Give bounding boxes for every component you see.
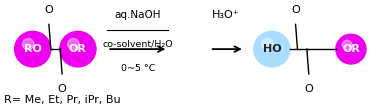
Ellipse shape xyxy=(22,38,34,50)
Text: OR: OR xyxy=(69,44,87,54)
Text: O: O xyxy=(45,5,53,15)
Ellipse shape xyxy=(262,38,273,50)
Text: O: O xyxy=(304,84,313,95)
Ellipse shape xyxy=(60,31,96,67)
Text: O: O xyxy=(291,5,300,15)
Ellipse shape xyxy=(68,38,79,50)
Ellipse shape xyxy=(254,31,290,67)
Ellipse shape xyxy=(15,31,51,67)
Text: OR: OR xyxy=(342,44,360,54)
Text: 0~5 °C: 0~5 °C xyxy=(121,64,155,73)
Text: O: O xyxy=(58,84,67,95)
Text: co-solvent/H₂O: co-solvent/H₂O xyxy=(102,39,173,48)
Ellipse shape xyxy=(342,40,352,50)
Text: R= Me, Et, Pr, iPr, Bu: R= Me, Et, Pr, iPr, Bu xyxy=(5,95,121,105)
Text: aq.NaOH: aq.NaOH xyxy=(115,10,161,20)
Text: RO: RO xyxy=(24,44,42,54)
Text: HO: HO xyxy=(263,44,281,54)
Text: H₃O⁺: H₃O⁺ xyxy=(212,10,240,20)
Ellipse shape xyxy=(336,34,366,64)
